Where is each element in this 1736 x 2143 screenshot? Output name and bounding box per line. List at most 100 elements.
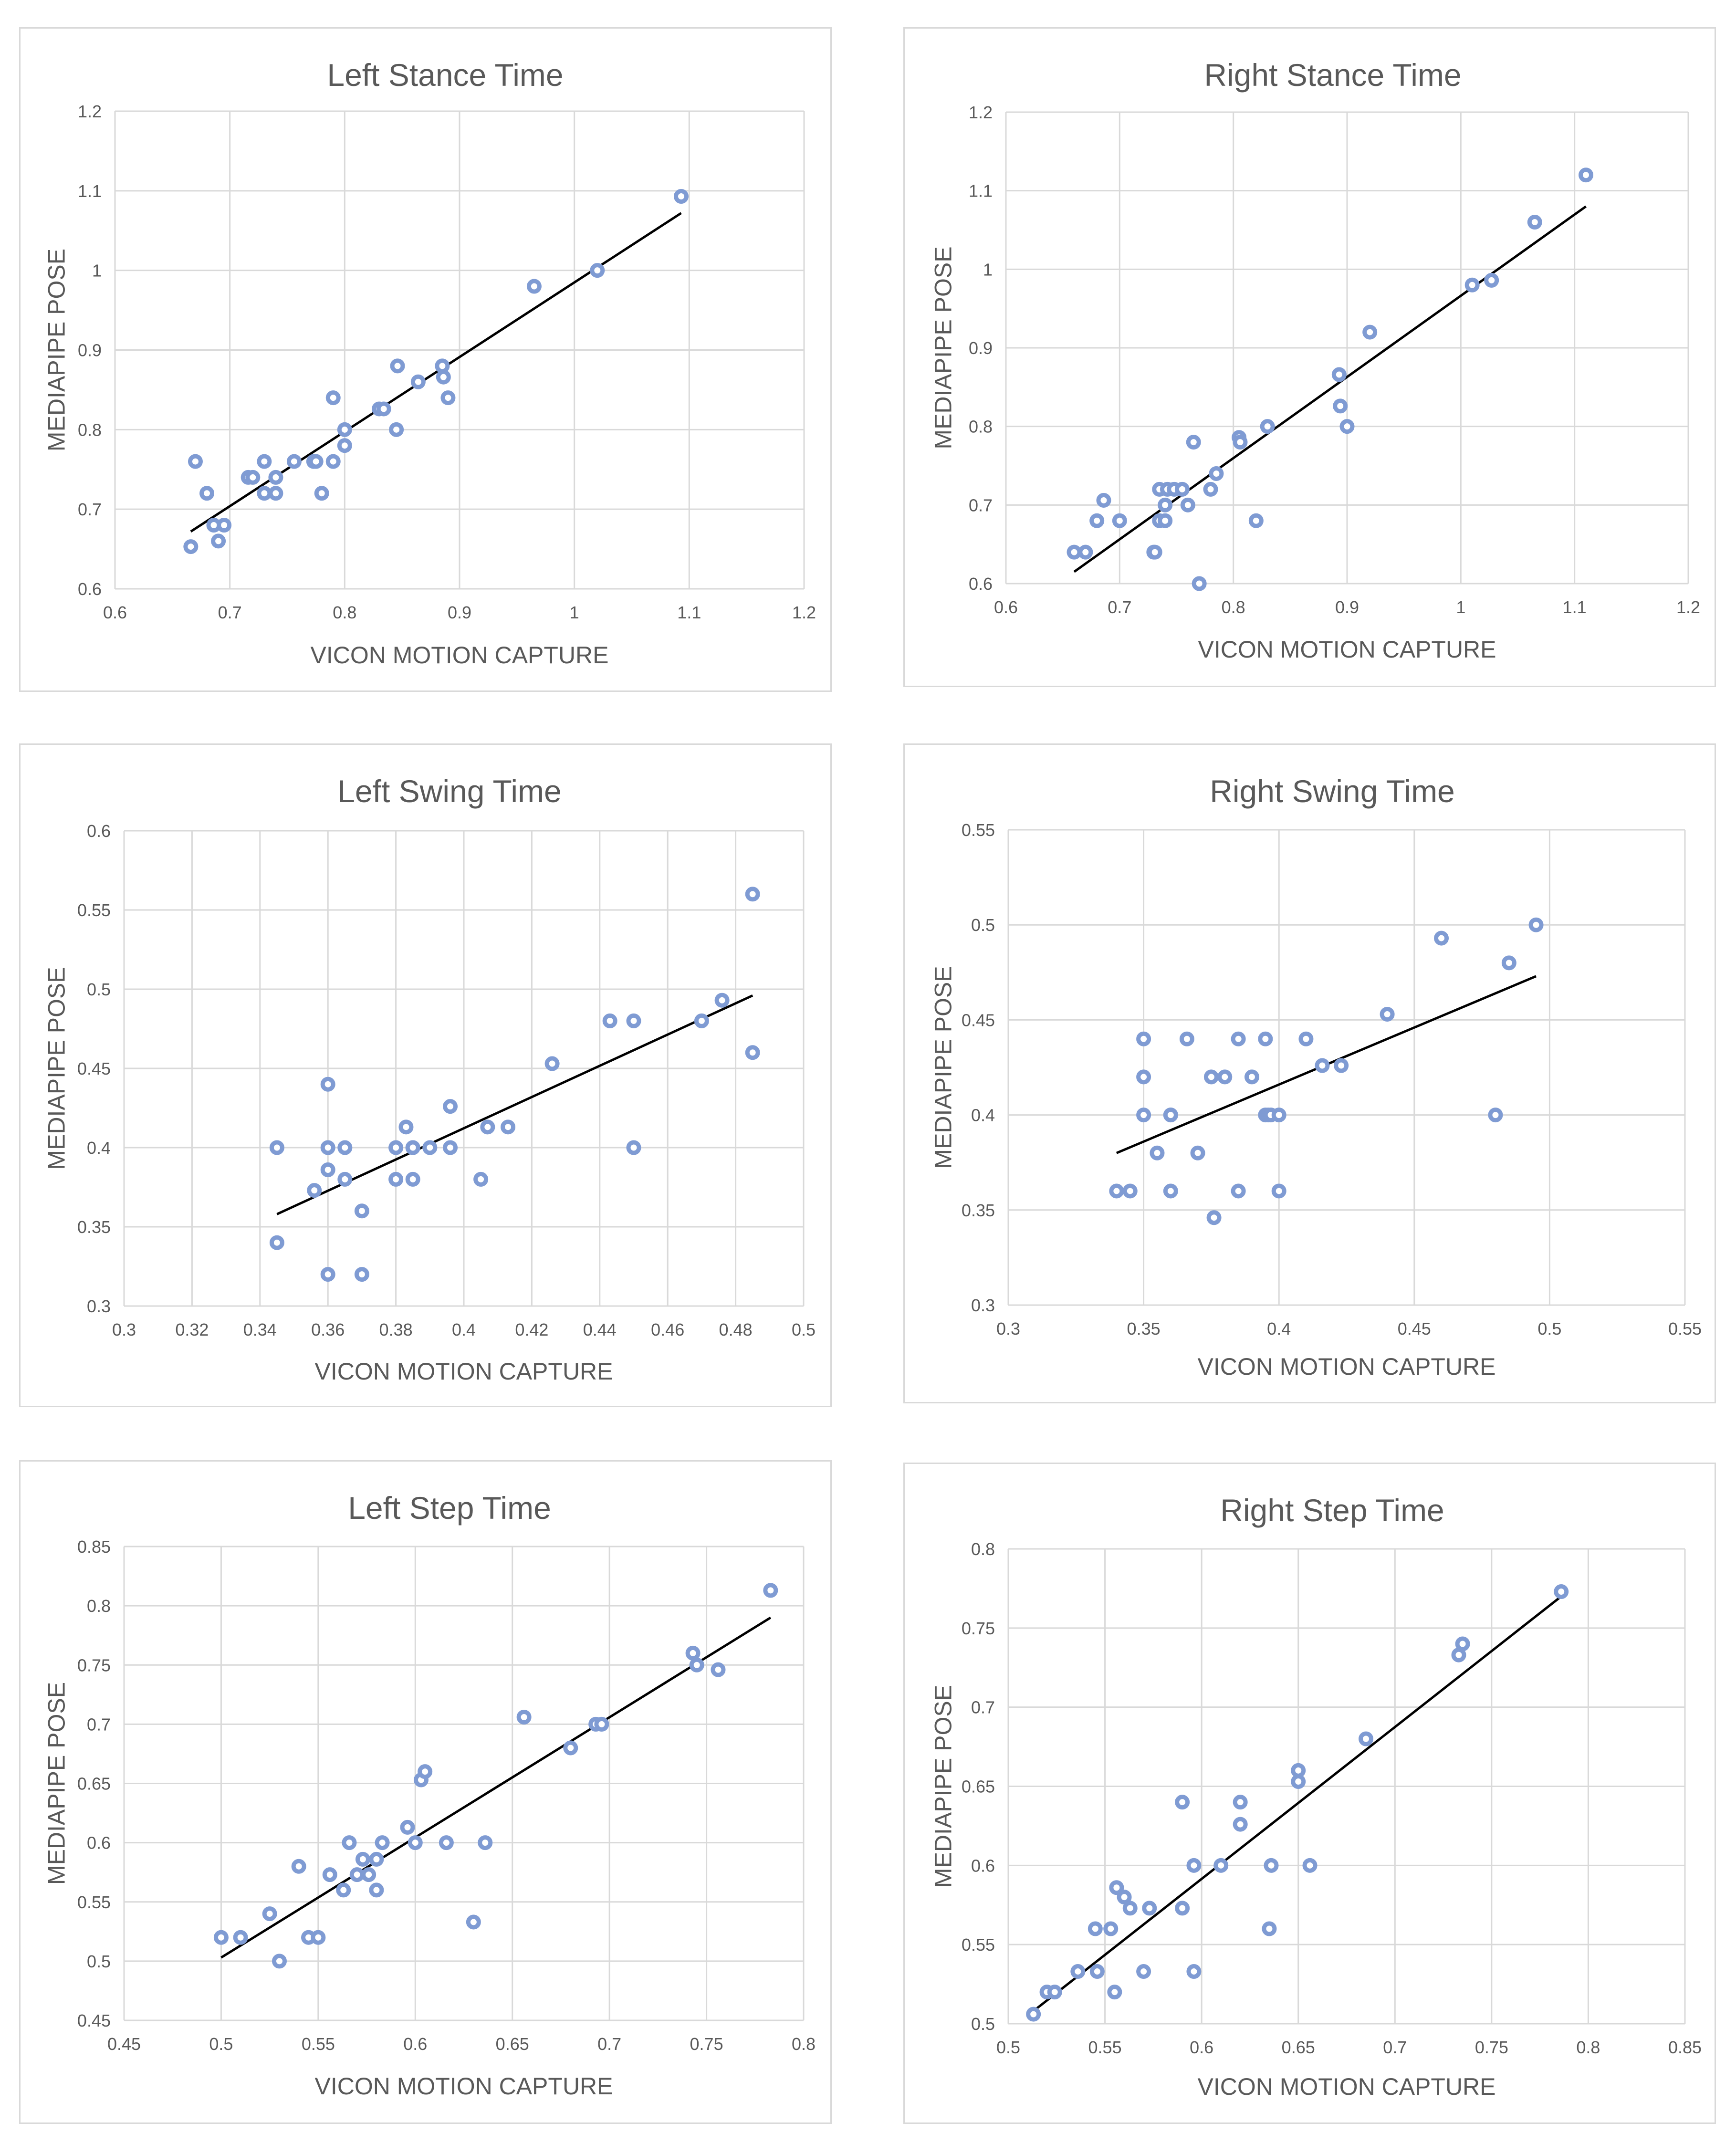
data-point [268, 486, 283, 501]
x-tick-label: 0.6 [103, 603, 127, 622]
data-point [443, 1099, 458, 1114]
data-point [1339, 419, 1355, 434]
chart-panel-right-step-time: 0.5 0.55 0.6 0.65 0.7 0.75 0.8 0.85 0.5 0.55 0.6 0.… [903, 1463, 1716, 2124]
x-tick-label: 1.1 [1563, 597, 1587, 617]
data-point [342, 1835, 357, 1850]
data-point [1362, 324, 1378, 340]
data-point [269, 1140, 284, 1155]
chart-title: Right Swing Time [1210, 774, 1455, 809]
y-tick-label: 1.1 [78, 181, 102, 201]
x-tick-label: 0.55 [1088, 2038, 1122, 2057]
x-tick-label: 1.1 [677, 603, 701, 622]
x-tick-label: 0.6 [994, 597, 1018, 617]
data-point [291, 1859, 306, 1874]
data-point [1109, 1880, 1124, 1895]
x-axis-label: VICON MOTION CAPTURE [314, 2073, 613, 2100]
data-point [1217, 1069, 1233, 1085]
x-tick-label: 0.8 [1576, 2038, 1600, 2057]
data-point [1136, 1069, 1151, 1085]
y-axis-label: MEDIAPIPE POSE [930, 246, 957, 449]
y-tick-label: 1 [983, 260, 993, 279]
data-point [1122, 1183, 1138, 1199]
data-point [337, 438, 352, 453]
data-point [1103, 1921, 1119, 1936]
y-tick-label: 0.9 [78, 341, 102, 360]
data-point [1180, 497, 1195, 512]
data-point [1192, 576, 1207, 591]
y-axis-label: MEDIAPIPE POSE [930, 966, 957, 1169]
data-point [1271, 1183, 1286, 1199]
y-tick-label: 1 [92, 261, 102, 281]
data-point [563, 1740, 578, 1756]
x-tick-label: 0.44 [583, 1320, 617, 1339]
data-point [1334, 1058, 1349, 1073]
y-tick-label: 0.8 [87, 1596, 111, 1616]
y-tick-label: 0.85 [77, 1537, 111, 1557]
y-tick-label: 0.9 [969, 338, 993, 358]
data-point [307, 1183, 322, 1198]
data-point [1107, 1985, 1122, 2000]
data-point [1088, 1921, 1103, 1936]
scatter-chart-left-stance-time: 0.6 0.7 0.8 0.9 1 1.1 1.2 0.6 0.7 0.8 0.9 1 1.1 1.2 Le… [43, 57, 816, 669]
data-point [685, 1645, 701, 1661]
data-point [320, 1140, 335, 1155]
data-point [1260, 419, 1275, 434]
y-tick-label: 1.2 [78, 102, 102, 121]
y-tick-label: 0.7 [969, 495, 993, 515]
data-point [390, 358, 405, 374]
x-tick-label: 0.32 [175, 1320, 209, 1339]
y-tick-label: 0.6 [87, 1833, 111, 1853]
y-tick-label: 0.3 [87, 1296, 111, 1316]
data-point [1203, 481, 1218, 497]
data-point [435, 358, 450, 374]
x-tick-label: 0.46 [651, 1320, 684, 1339]
data-point [1231, 1031, 1246, 1046]
data-point [217, 518, 232, 533]
data-point [257, 486, 272, 501]
x-tick-label: 0.75 [690, 2034, 723, 2054]
y-tick-label: 0.35 [962, 1201, 995, 1220]
data-point [594, 1716, 609, 1732]
data-point [673, 189, 689, 204]
data-point [369, 1882, 384, 1898]
y-tick-label: 0.4 [971, 1106, 995, 1125]
data-point [1112, 513, 1127, 528]
x-tick-label: 0.8 [1222, 597, 1245, 617]
data-point [501, 1119, 516, 1135]
data-point [1244, 1069, 1259, 1085]
data-point [320, 1267, 335, 1282]
data-point [1271, 1108, 1286, 1123]
chart-title: Left Stance Time [327, 57, 563, 93]
trendline [1073, 205, 1587, 573]
x-tick-label: 0.42 [515, 1320, 548, 1339]
y-tick-label: 0.8 [78, 420, 102, 439]
trendline [276, 994, 753, 1215]
x-tick-label: 0.5 [1537, 1319, 1561, 1338]
data-point [1291, 1763, 1306, 1778]
y-tick-label: 0.35 [77, 1217, 111, 1237]
data-point [1554, 1584, 1569, 1599]
data-point [590, 263, 605, 278]
data-point [440, 390, 456, 406]
data-point [1233, 435, 1248, 450]
data-point [1333, 398, 1348, 414]
data-point [1089, 1964, 1105, 1979]
x-tick-label: 0.4 [452, 1320, 476, 1339]
data-point [1186, 1858, 1202, 1873]
data-point [389, 422, 404, 437]
y-tick-label: 0.55 [962, 820, 995, 840]
y-tick-label: 0.6 [78, 579, 102, 599]
scatter-chart-right-stance-time: 0.6 0.7 0.8 0.9 1 1.1 1.2 0.6 0.7 0.8 0.9 1 1.1 1.2 Ri… [930, 57, 1701, 663]
y-tick-label: 0.5 [87, 1952, 111, 1971]
data-point [1163, 1108, 1178, 1123]
y-tick-label: 0.65 [962, 1777, 995, 1797]
data-point [233, 1930, 248, 1945]
data-point [745, 887, 760, 902]
data-point [544, 1056, 560, 1071]
data-point [480, 1119, 495, 1135]
y-tick-label: 0.7 [971, 1698, 995, 1717]
data-point [1147, 544, 1162, 560]
data-point [311, 1930, 326, 1945]
data-point [269, 1235, 284, 1250]
data-point [1096, 492, 1111, 508]
